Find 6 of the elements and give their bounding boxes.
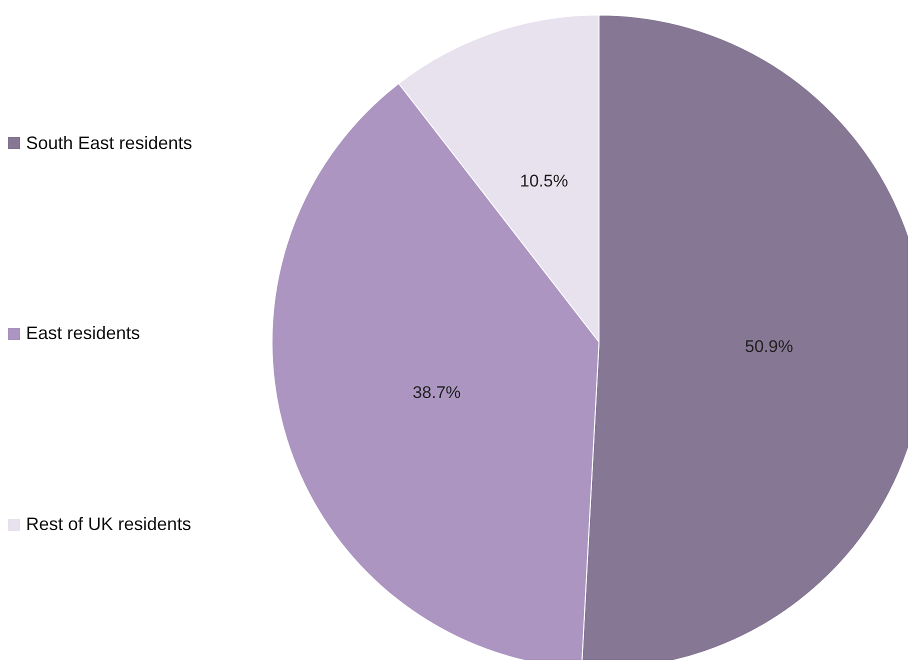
- legend-label: South East residents: [26, 132, 192, 154]
- legend-label: East residents: [26, 323, 140, 344]
- data-label: 50.9%: [744, 337, 794, 356]
- data-label: 38.7%: [412, 383, 461, 402]
- legend-label: Rest of UK residents: [26, 514, 192, 536]
- data-label: 10.5%: [520, 172, 568, 191]
